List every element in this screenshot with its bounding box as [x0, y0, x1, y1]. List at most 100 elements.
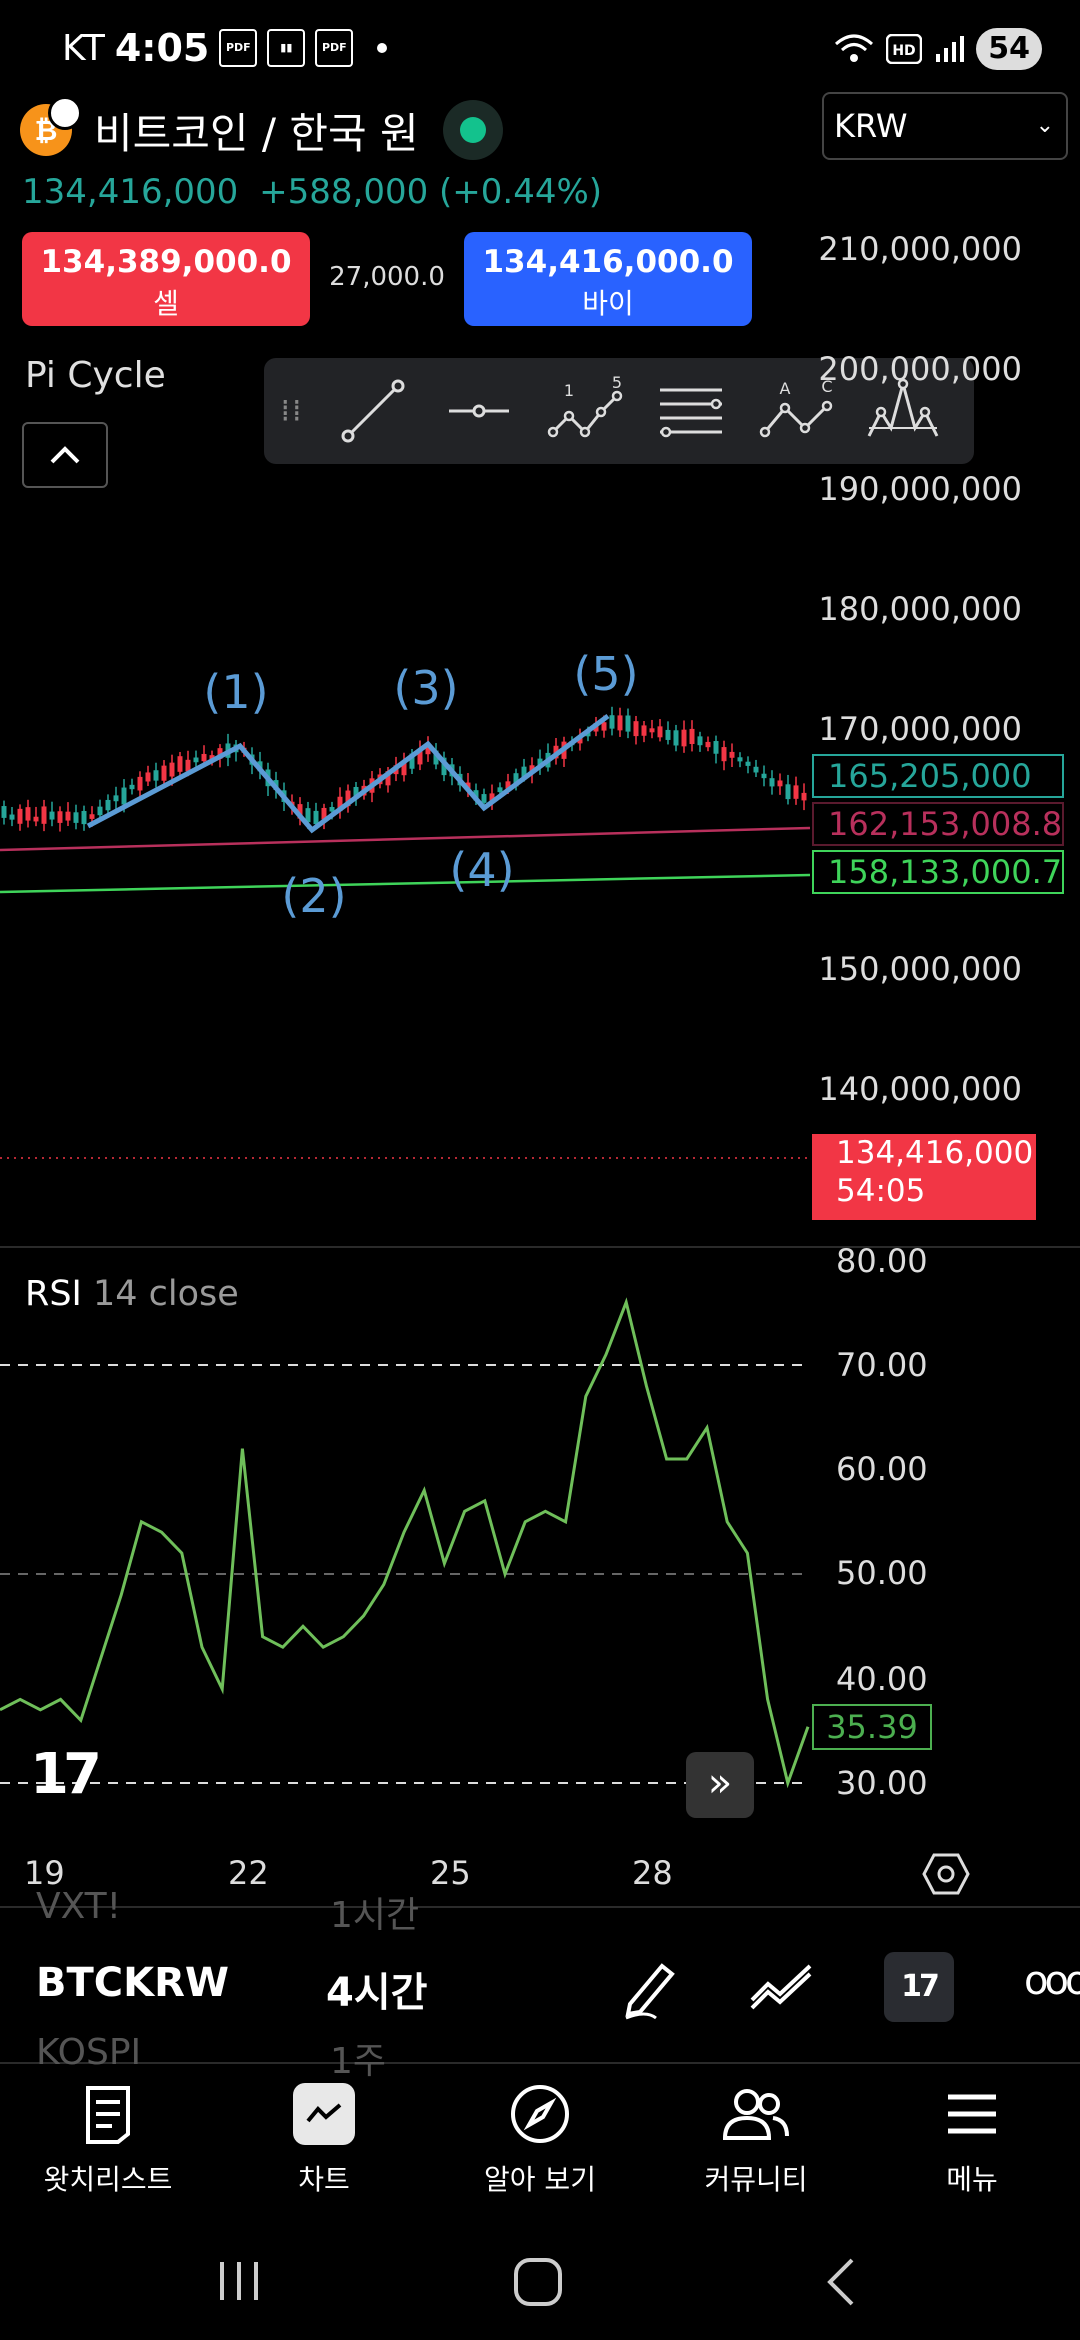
nav-chart[interactable]: 차트: [216, 2062, 432, 2222]
time-tick: 19: [24, 1854, 65, 1892]
bar-countdown: 54:05: [836, 1173, 926, 1209]
price-tick: 210,000,000: [818, 230, 1022, 268]
price-tick: 140,000,000: [818, 1070, 1022, 1108]
symbol-header[interactable]: ₿ 비트코인 / 한국 원: [20, 96, 503, 160]
nav-explore[interactable]: 알아 보기: [432, 2062, 648, 2222]
candle-body: [81, 810, 87, 825]
candle-body: [65, 811, 71, 821]
nav-watchlist[interactable]: 왓치리스트: [0, 2062, 216, 2222]
buy-button[interactable]: 134,416,000.0 바이: [464, 232, 752, 326]
rsi-tick: 40.00: [836, 1660, 928, 1698]
wave-label-1: (1): [203, 665, 268, 719]
candle-body: [73, 812, 79, 823]
candlestick-series: [1, 706, 807, 832]
buy-price: 134,416,000.0: [482, 244, 734, 280]
clock: 4:05: [114, 26, 210, 70]
symbol-picker-next[interactable]: KOSPI: [36, 2032, 142, 2073]
indicator-legend[interactable]: Pi Cycle: [25, 355, 166, 396]
tradingview-brand-icon[interactable]: 17: [884, 1952, 954, 2022]
candle-body: [705, 741, 711, 748]
candle-body: [337, 796, 343, 812]
candle-body: [345, 790, 351, 807]
pdf-notification-icon-2: PDF: [315, 29, 354, 67]
rsi-line: [0, 1297, 810, 1789]
candle-body: [201, 753, 207, 762]
price-change-text: +588,000 (+0.44%): [259, 172, 603, 212]
scroll-to-latest-button[interactable]: »: [686, 1752, 754, 1818]
chevron-down-icon: ⌄: [1035, 113, 1054, 138]
more-options-icon[interactable]: ooo: [1024, 1958, 1080, 2004]
last-price-text: 134,416,000: [22, 172, 239, 212]
horizontal-line-tool[interactable]: [426, 358, 532, 464]
candle-body: [185, 759, 191, 772]
symbol-picker[interactable]: BTCKRW: [36, 1960, 230, 2006]
sell-price: 134,389,000.0: [40, 244, 292, 280]
recent-apps-icon[interactable]: [214, 2256, 264, 2306]
rsi-tick: 80.00: [836, 1242, 928, 1280]
interval-picker[interactable]: 4시간: [326, 1970, 428, 2016]
time-tick: 25: [430, 1854, 471, 1892]
price-tick: 190,000,000: [818, 470, 1022, 508]
candle-body: [617, 715, 623, 731]
candle-body: [665, 729, 671, 740]
candle-body: [417, 750, 423, 765]
system-navigation-bar: [0, 2230, 1080, 2340]
head-shoulders-tool[interactable]: [850, 358, 956, 464]
price-chart[interactable]: (1) (2) (3) (4) (5): [0, 470, 810, 1240]
nav-community[interactable]: 커뮤니티: [648, 2062, 864, 2222]
sell-label: 셀: [153, 287, 179, 320]
trend-line-tool[interactable]: [320, 358, 426, 464]
candle-body: [153, 770, 159, 781]
candle-body: [497, 787, 503, 793]
docs-notification-icon: ▮▮: [267, 29, 306, 67]
indicators-icon[interactable]: [746, 1952, 816, 2022]
candle-body: [113, 795, 119, 802]
collapse-legend-button[interactable]: [22, 422, 108, 488]
drag-handle-icon[interactable]: ⁞⁞: [280, 393, 304, 429]
sell-button[interactable]: 134,389,000.0 셀: [22, 232, 310, 326]
candle-body: [105, 799, 111, 811]
svg-text:A: A: [780, 379, 791, 398]
pane-divider[interactable]: [0, 1246, 1080, 1248]
candle-body: [313, 810, 319, 825]
candle-body: [785, 784, 791, 800]
symbol-picker-prev[interactable]: VXT!: [36, 1886, 122, 1927]
tradingview-logo-icon[interactable]: 17: [30, 1742, 102, 1807]
pencil-draw-icon[interactable]: [616, 1952, 686, 2022]
chart-icon: [293, 2083, 355, 2145]
nav-menu[interactable]: 메뉴: [864, 2062, 1080, 2222]
watchlist-icon: [86, 2086, 130, 2144]
candle-body: [737, 757, 743, 762]
candle-body: [329, 807, 335, 812]
interval-picker-prev[interactable]: 1시간: [330, 1895, 420, 1936]
rsi-chart[interactable]: [0, 1250, 810, 1810]
more-notifications-icon: [377, 43, 388, 53]
symbol-title: 비트코인 / 한국 원: [94, 108, 419, 158]
price-box-teal: 165,205,000: [812, 754, 1064, 798]
rsi-tick: 60.00: [836, 1450, 928, 1488]
pdf-notification-icon: PDF: [219, 29, 258, 67]
rsi-name: RSI: [25, 1274, 82, 1314]
fib-retracement-tool[interactable]: [638, 358, 744, 464]
back-icon[interactable]: [822, 2256, 862, 2308]
currency-select[interactable]: KRW ⌄: [822, 92, 1068, 160]
time-tick: 28: [632, 1854, 673, 1892]
price-tick: 170,000,000: [818, 710, 1022, 748]
elliott-wave-path[interactable]: [86, 713, 610, 834]
chart-settings-icon[interactable]: [922, 1852, 970, 1896]
candle-body: [97, 806, 103, 816]
battery-indicator: 54: [976, 28, 1042, 70]
home-icon[interactable]: [512, 2256, 564, 2308]
svg-text:C: C: [821, 377, 832, 396]
status-bar: KT 4:05 PDF ▮▮ PDF HD 54: [0, 0, 1080, 100]
candle-body: [761, 773, 767, 779]
candle-body: [217, 748, 223, 759]
rsi-legend[interactable]: RSI 14 close: [25, 1274, 239, 1314]
candle-body: [721, 747, 727, 762]
interval-picker-next[interactable]: 1주: [330, 2041, 387, 2082]
nav-watchlist-label: 왓치리스트: [43, 2163, 173, 2196]
candle-body: [161, 765, 167, 781]
